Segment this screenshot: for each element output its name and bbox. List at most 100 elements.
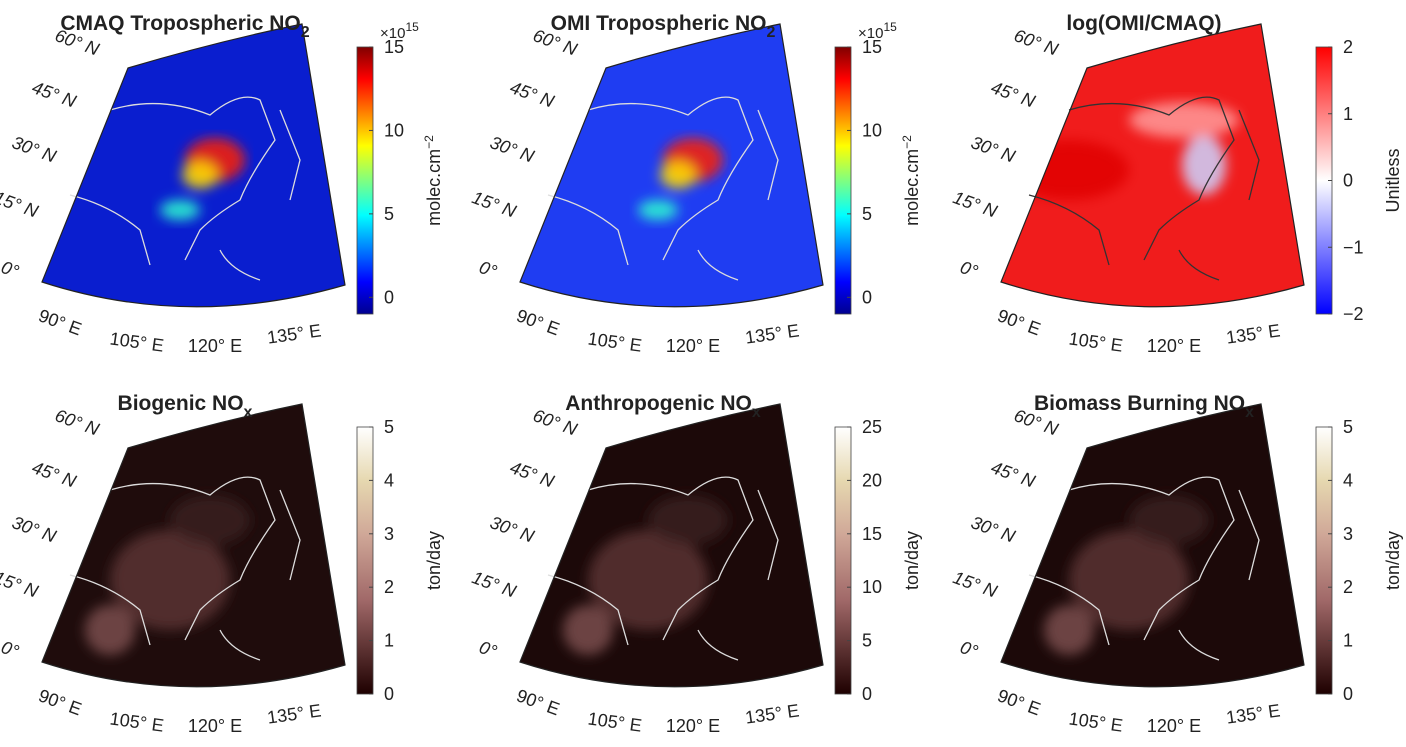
lat-label: 30° N bbox=[487, 132, 537, 167]
title-subscript: x bbox=[244, 404, 253, 421]
colorbar-tick-label: 10 bbox=[862, 577, 882, 597]
colorbar-tick-label: 2 bbox=[1343, 37, 1353, 57]
multiplier-base: ×10 bbox=[858, 25, 883, 42]
colorbar-tick-label: 0 bbox=[862, 287, 872, 307]
colorbar-tick-label: −1 bbox=[1343, 237, 1364, 257]
colorbar-tick-label: 0 bbox=[384, 287, 394, 307]
colorbar-tick-label: 5 bbox=[384, 204, 394, 224]
lat-label: 15° N bbox=[469, 187, 519, 222]
colorbar-tick-label: 4 bbox=[1343, 470, 1353, 490]
lon-label: 135° E bbox=[744, 320, 801, 347]
lat-label: 60° N bbox=[52, 405, 102, 440]
lon-label: 105° E bbox=[109, 708, 166, 735]
title-subscript: x bbox=[752, 404, 761, 421]
lon-label: 135° E bbox=[266, 320, 323, 347]
colorbar-tick-label: 1 bbox=[1343, 104, 1353, 124]
colorbar-tick-label: 3 bbox=[1343, 524, 1353, 544]
multiplier-base: ×10 bbox=[380, 25, 405, 42]
feature bbox=[85, 605, 135, 655]
lat-label: 45° N bbox=[29, 77, 79, 112]
figure: 60° N 45° N 30° N 15° N 0° 90° E 105° E 120° E 1… bbox=[0, 0, 1406, 742]
colorbar-tick-label: 5 bbox=[862, 631, 872, 651]
colorbar-tick-label: 2 bbox=[384, 577, 394, 597]
colorbar-label: molec.cm−2 bbox=[422, 135, 444, 226]
multiplier-exponent: 15 bbox=[883, 20, 897, 34]
colorbar-tick-label: 1 bbox=[384, 631, 394, 651]
colorbar-tick-label: 15 bbox=[862, 524, 882, 544]
lat-label: 30° N bbox=[968, 512, 1018, 547]
feature bbox=[1044, 605, 1094, 655]
title-text: OMI Tropospheric NO bbox=[551, 12, 767, 35]
colorbar-label-text: molec.cm bbox=[902, 149, 922, 226]
lon-label: 105° E bbox=[587, 328, 644, 355]
colorbar-label-text: molec.cm bbox=[424, 149, 444, 226]
feature bbox=[638, 200, 678, 220]
colorbar-tick-label: 4 bbox=[384, 470, 394, 490]
colorbar bbox=[357, 427, 373, 694]
lon-label: 105° E bbox=[587, 708, 644, 735]
lat-label: 0° bbox=[477, 637, 500, 662]
title-text: Anthropogenic NO bbox=[565, 392, 752, 415]
lon-label: 90° E bbox=[36, 305, 84, 339]
lat-label: 45° N bbox=[988, 457, 1038, 492]
colorbar-label: ton/day bbox=[1383, 531, 1403, 590]
lat-label: 45° N bbox=[507, 457, 557, 492]
lon-label: 135° E bbox=[1225, 700, 1282, 727]
lon-label: 135° E bbox=[1225, 320, 1282, 347]
lon-label: 135° E bbox=[744, 700, 801, 727]
lon-label: 105° E bbox=[1068, 328, 1125, 355]
lat-label: 30° N bbox=[487, 512, 537, 547]
colorbar-tick-label: 0 bbox=[1343, 171, 1353, 191]
panel-title: log(OMI/CMAQ) bbox=[1066, 12, 1221, 35]
colorbar-multiplier: ×1015 bbox=[380, 20, 419, 42]
map-area bbox=[1001, 24, 1304, 307]
title-subscript: 2 bbox=[301, 24, 310, 41]
lat-label: 0° bbox=[477, 257, 500, 282]
title-subscript: x bbox=[1245, 404, 1254, 421]
colorbar-tick-label: 10 bbox=[862, 120, 882, 140]
lon-label: 120° E bbox=[666, 336, 720, 356]
colorbar bbox=[835, 427, 851, 694]
colorbar-tick-label: 2 bbox=[1343, 577, 1353, 597]
feature bbox=[182, 161, 218, 189]
colorbar-label-text: Unitless bbox=[1383, 148, 1403, 212]
colorbar-label: molec.cm−2 bbox=[900, 135, 922, 226]
colorbar-tick-label: 0 bbox=[1343, 684, 1353, 704]
lat-label: 0° bbox=[0, 637, 22, 662]
lat-label: 45° N bbox=[507, 77, 557, 112]
lon-label: 90° E bbox=[36, 685, 84, 719]
colorbar-tick-label: 1 bbox=[1343, 631, 1353, 651]
title-text: Biogenic NO bbox=[118, 392, 244, 415]
lon-label: 120° E bbox=[1147, 336, 1201, 356]
lon-label: 120° E bbox=[188, 716, 242, 736]
colorbar-tick-label: −2 bbox=[1343, 304, 1364, 324]
panel-title: Biogenic NOx bbox=[118, 392, 253, 421]
lon-label: 90° E bbox=[995, 305, 1043, 339]
multiplier-exponent: 15 bbox=[405, 20, 419, 34]
feature bbox=[1009, 140, 1129, 200]
colorbar-label-superscript: −2 bbox=[900, 135, 914, 149]
lat-label: 60° N bbox=[1011, 25, 1061, 60]
feature bbox=[648, 495, 728, 545]
lon-label: 135° E bbox=[266, 700, 323, 727]
lat-label: 0° bbox=[958, 637, 981, 662]
lat-label: 0° bbox=[0, 257, 22, 282]
lat-label: 15° N bbox=[469, 567, 519, 602]
colorbar-tick-label: 0 bbox=[862, 684, 872, 704]
lon-label: 105° E bbox=[1068, 708, 1125, 735]
title-text: CMAQ Tropospheric NO bbox=[60, 12, 300, 35]
colorbar-label-text: ton/day bbox=[1383, 531, 1403, 590]
lat-label: 0° bbox=[958, 257, 981, 282]
colorbar bbox=[1316, 427, 1332, 694]
lon-label: 120° E bbox=[1147, 716, 1201, 736]
lat-label: 30° N bbox=[9, 132, 59, 167]
map-panel: 60° N45° N30° N15° N0°90° E105° E120° E1… bbox=[469, 12, 922, 356]
lat-label: 15° N bbox=[0, 187, 42, 222]
page: 60° N 45° N 30° N 15° N 0° 90° E 105° E 120° E 1… bbox=[0, 0, 1406, 747]
colorbar-tick-label: 5 bbox=[384, 417, 394, 437]
feature bbox=[563, 605, 613, 655]
feature bbox=[660, 161, 696, 189]
colorbar-tick-label: 25 bbox=[862, 417, 882, 437]
feature bbox=[170, 495, 250, 545]
lat-label: 30° N bbox=[968, 132, 1018, 167]
